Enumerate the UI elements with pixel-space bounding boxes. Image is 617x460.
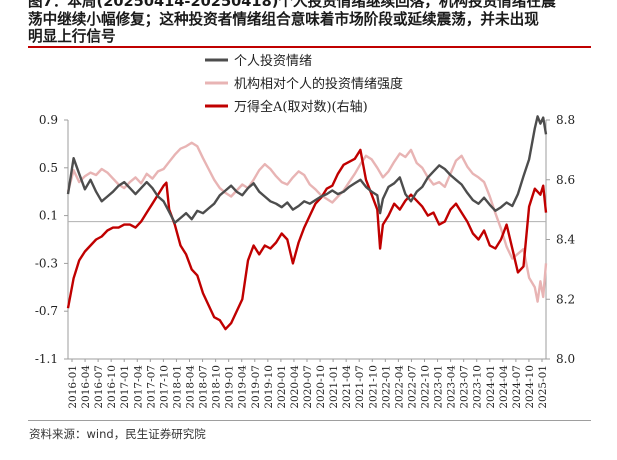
x-tick-label: 2019-04: [237, 365, 249, 409]
left-tick-label: -1.1: [35, 352, 58, 366]
series-individual-line: [66, 115, 548, 224]
x-tick-label: 2020-04: [289, 365, 301, 409]
series-wande-line: [66, 148, 548, 331]
right-tick-label: 8.0: [556, 352, 575, 366]
left-tick-label: 0.9: [39, 113, 58, 127]
left-tick-label: -0.7: [35, 304, 58, 318]
sentiment-chart: 0.9 0.5 0.1 -0.3 -0.7 -1.1 8.8 8.6 8.4 8.2 8.0 2016…: [35, 53, 576, 409]
x-tick-label: 2023-07: [459, 365, 471, 409]
figure-title: 图7：本周(20250414-20250418)个人投资情绪继续回落，机构投资情…: [28, 0, 598, 43]
right-tick-label: 8.4: [556, 233, 575, 247]
x-tick-label: 2024-10: [524, 365, 536, 409]
x-tick-label: 2023-04: [446, 365, 458, 409]
bottom-rule: [28, 420, 591, 421]
x-tick-label: 2022-01: [380, 365, 392, 409]
left-tick-label: -0.3: [35, 256, 58, 270]
x-tick-label: 2022-07: [406, 365, 418, 409]
x-tick-label: 2018-04: [185, 365, 197, 409]
x-tick-label: 2016-10: [106, 365, 118, 409]
x-tick-label: 2024-04: [498, 365, 510, 409]
x-tick-label: 2021-04: [341, 365, 353, 409]
x-tick-label: 2019-01: [224, 365, 236, 409]
right-tick-label: 8.6: [556, 173, 575, 187]
legend-wande-label: 万得全A(取对数)(右轴): [234, 99, 368, 115]
series-institution-line: [66, 141, 548, 303]
x-tick-label: 2016-01: [67, 365, 79, 409]
x-tick-label: 2025-01: [537, 365, 549, 409]
x-tick-label: 2021-10: [367, 365, 379, 409]
legend-institution-label: 机构相对个人的投资情绪强度: [234, 76, 403, 92]
x-tick-label: 2021-07: [354, 365, 366, 409]
title-rule: [28, 46, 591, 48]
x-tick-label: 2018-10: [211, 365, 223, 409]
x-tick-label: 2017-07: [145, 365, 157, 409]
x-tick-label: 2024-01: [485, 365, 497, 409]
x-tick-label: 2018-01: [171, 365, 183, 409]
x-tick-label: 2017-04: [132, 365, 144, 409]
x-tick-label: 2022-10: [420, 365, 432, 409]
x-tick-label: 2016-07: [93, 365, 105, 409]
x-tick-label: 2023-01: [433, 365, 445, 409]
x-tick-label: 2019-07: [250, 365, 262, 409]
title-line-2: 荡中继续小幅修复；这种投资者情绪组合意味着市场阶段或延续震荡，并未出现: [28, 10, 539, 28]
x-tick-label: 2021-01: [328, 365, 340, 409]
x-tick-label: 2024-07: [511, 365, 523, 409]
x-tick-label: 2017-01: [119, 365, 131, 409]
x-tick-label: 2020-07: [302, 365, 314, 409]
right-tick-label: 8.2: [556, 292, 575, 306]
legend-individual-label: 个人投资情绪: [234, 53, 312, 69]
source-note: 资料来源：wind，民生证券研究院: [29, 427, 206, 441]
x-tick-label: 2017-10: [158, 365, 170, 409]
title-line-1: 图7：本周(20250414-20250418)个人投资情绪继续回落，机构投资情…: [28, 0, 556, 10]
x-tick-label: 2016-04: [80, 365, 92, 409]
x-tick-label: 2018-07: [198, 365, 210, 409]
x-tick-label: 2023-10: [472, 365, 484, 409]
x-tick-label: 2020-01: [276, 365, 288, 409]
right-tick-label: 8.8: [556, 113, 575, 127]
left-tick-label: 0.5: [39, 161, 58, 175]
left-tick-label: 0.1: [39, 209, 58, 223]
x-tick-label: 2020-10: [315, 365, 327, 409]
x-tick-label: 2022-04: [393, 365, 405, 409]
title-line-3: 明显上行信号: [28, 28, 116, 43]
x-tick-label: 2019-10: [263, 365, 275, 409]
